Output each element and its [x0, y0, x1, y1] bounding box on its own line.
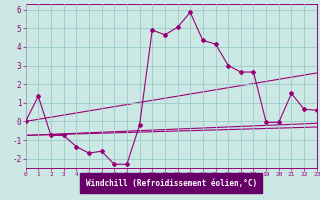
X-axis label: Windchill (Refroidissement éolien,°C): Windchill (Refroidissement éolien,°C) — [86, 179, 257, 188]
